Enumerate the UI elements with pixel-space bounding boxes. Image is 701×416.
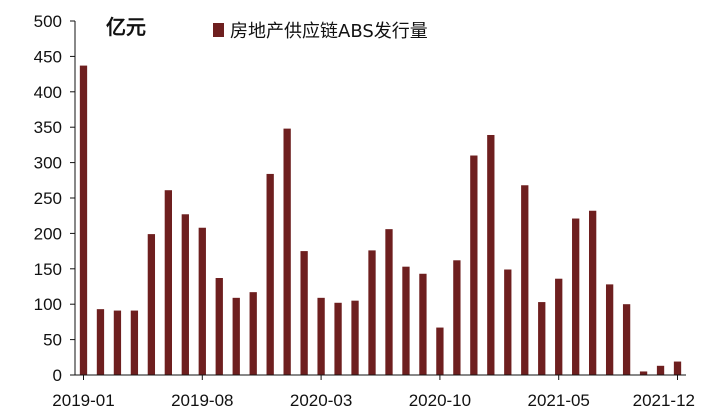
bar-2021-09 [622,304,631,375]
bar-2020-12 [470,155,478,375]
bar-2020-08 [402,266,410,375]
legend: 房地产供应链ABS发行量 [213,21,428,42]
bar-2019-04 [130,310,139,375]
bar-2021-02 [504,269,512,375]
bar-2019-03 [113,310,122,375]
legend-swatch [213,23,224,37]
x-axis: 2019-01 2019-08 2020-03 2020-10 2021-05 2021-… [52,374,695,410]
bar-2019-10 [232,297,240,375]
bar-2019-02 [96,309,105,375]
bars [79,65,682,375]
bar-2021-08 [605,284,614,375]
bar-2019-12 [266,173,274,375]
x-tick-label: 2021-12 [633,391,695,410]
bar-2021-11 [656,365,665,375]
bar-2020-09 [419,273,427,375]
y-axis: 0 50 100 150 200 250 300 350 400 450 500 [34,12,76,385]
bar-2020-01 [283,128,291,375]
bar-2021-12 [673,361,682,375]
y-tick-label: 350 [34,118,62,137]
bar-2021-04 [538,302,546,375]
bar-2020-11 [453,260,461,375]
legend-label: 房地产供应链ABS发行量 [230,21,428,42]
y-tick-label: 400 [34,83,62,102]
y-tick-label: 200 [34,224,62,243]
bar-2019-05 [147,234,156,375]
bar-2019-07 [181,214,189,375]
y-tick-label: 500 [34,12,62,31]
x-tick-label: 2019-08 [171,391,233,410]
x-tick-label: 2020-03 [290,391,352,410]
unit-label: 亿元 [106,15,146,39]
y-tick-label: 0 [53,366,62,385]
y-tick-label: 100 [34,295,62,314]
bar-2019-09 [215,278,223,375]
bar-2021-10 [639,371,648,375]
bar-2021-01 [487,134,495,375]
x-tick-label: 2020-10 [409,391,471,410]
bar-2019-06 [164,190,172,375]
bar-2020-04 [334,302,342,375]
bar-2021-07 [589,210,597,375]
bar-2021-06 [572,218,580,375]
y-tick-label: 50 [43,331,62,350]
bar-2020-10 [436,327,444,375]
bar-2020-07 [385,229,393,375]
x-tick-label: 2019-01 [52,391,114,410]
y-tick-label: 300 [34,154,62,173]
bar-2019-11 [249,292,257,375]
bar-2020-03 [317,297,325,375]
y-tick-label: 450 [34,47,62,66]
bar-2021-05 [555,278,563,375]
bar-2020-02 [300,251,308,375]
x-tick-label: 2021-05 [528,391,590,410]
bar-2020-06 [368,250,376,375]
y-tick-label: 150 [34,260,62,279]
bar-2020-05 [351,300,359,375]
bar-2021-03 [521,185,529,375]
y-tick-label: 250 [34,189,62,208]
bar-2019-01 [79,65,88,375]
bar-2019-08 [198,227,206,375]
